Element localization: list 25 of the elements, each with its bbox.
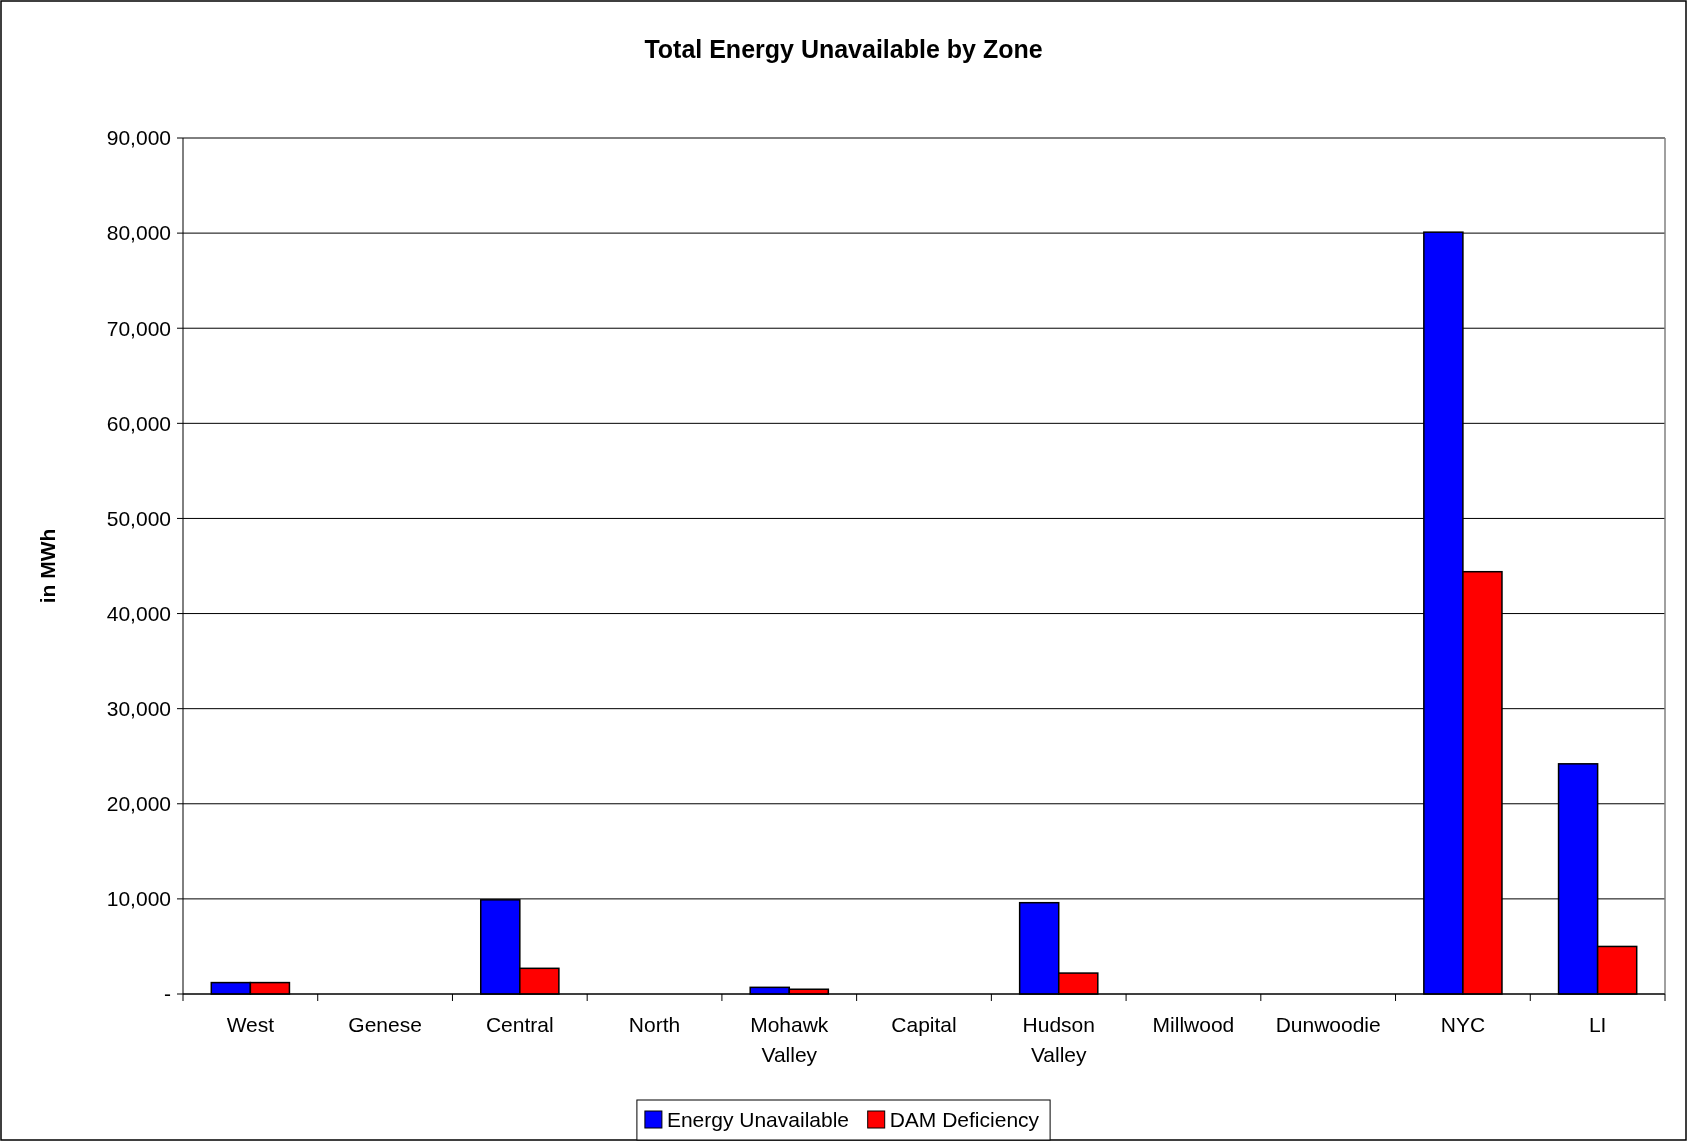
x-tick-label: Capital xyxy=(891,1013,957,1036)
x-tick-label: Millwood xyxy=(1152,1013,1235,1036)
y-tick-label: 10,000 xyxy=(106,887,171,911)
y-tick-label: 40,000 xyxy=(106,601,171,625)
x-tick-label: Hudson Valley xyxy=(1022,1013,1095,1066)
x-tick-label: LI xyxy=(1588,1013,1607,1036)
y-tick-label: - xyxy=(164,982,171,1006)
y-tick-label: 80,000 xyxy=(106,221,171,245)
x-tick-label: Genese xyxy=(348,1013,422,1036)
x-tick-label: West xyxy=(226,1013,275,1036)
x-tick-label: Mohawk Valley xyxy=(750,1013,829,1066)
y-axis-title: in MWh xyxy=(36,528,59,604)
x-tick-label: Central xyxy=(485,1013,554,1036)
y-tick-label: 60,000 xyxy=(106,411,171,435)
legend-label: Energy Unavailable xyxy=(666,1108,850,1132)
y-tick-label: 90,000 xyxy=(106,126,171,150)
y-tick-label: 50,000 xyxy=(106,506,171,530)
x-tick-label: North xyxy=(628,1013,681,1036)
x-tick-label: NYC xyxy=(1440,1013,1486,1036)
chart-title: Total Energy Unavailable by Zone xyxy=(644,35,1043,63)
legend-label: DAM Deficiency xyxy=(889,1108,1040,1132)
y-tick-label: 70,000 xyxy=(106,316,171,340)
y-tick-label: 20,000 xyxy=(106,792,171,816)
y-tick-label: 30,000 xyxy=(106,697,171,721)
x-tick-label: Dunwoodie xyxy=(1275,1013,1381,1036)
